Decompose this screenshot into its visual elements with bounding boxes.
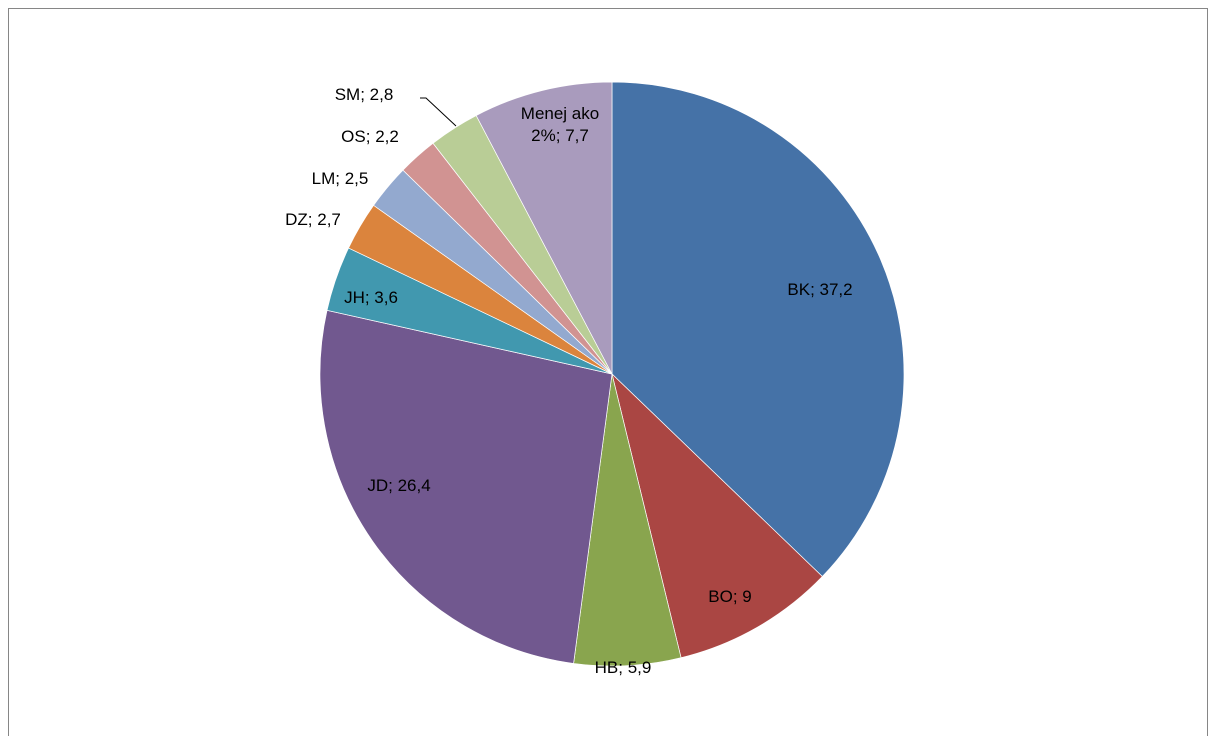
data-label: BO; 9	[685, 567, 775, 627]
separator: ;	[360, 85, 370, 104]
data-label-text: SM; 2,8	[335, 84, 394, 106]
data-label: JH; 3,6	[326, 268, 416, 328]
data-label-box: LM; 2,5	[295, 149, 385, 209]
data-label-text: OS; 2,2	[341, 126, 399, 148]
data-label: HB; 5,9	[578, 638, 668, 698]
separator: ;	[618, 658, 628, 677]
category: BK	[787, 280, 811, 299]
value-label: 2,2	[375, 127, 399, 146]
category: Menej ako 2%	[520, 104, 604, 145]
value-label: 2,5	[344, 169, 369, 188]
value-label: 5,9	[627, 658, 652, 677]
separator: ;	[365, 127, 376, 146]
category: SM	[334, 85, 361, 104]
category: BO	[708, 587, 733, 606]
separator: ;	[364, 288, 375, 307]
data-label-box: OS; 2,2	[325, 107, 415, 167]
category: HB	[594, 658, 619, 677]
pie-slice	[611, 81, 905, 578]
separator: ;	[810, 280, 820, 299]
data-label-text: JD; 26,4	[367, 475, 430, 497]
data-label: JD; 26,4	[339, 456, 459, 516]
data-label: OS; 2,2	[325, 107, 415, 167]
data-label: Menej ako 2%; 7,7	[514, 95, 606, 155]
data-label: BK; 37,2	[750, 260, 890, 320]
data-label-text: BK; 37,2	[787, 279, 852, 301]
data-label-text: HB; 5,9	[595, 657, 652, 679]
pie-slice	[319, 309, 613, 664]
data-label-box: DZ; 2,7	[268, 190, 358, 250]
separator: ;	[335, 169, 345, 188]
value-label: 37,2	[819, 280, 853, 299]
value-label: 2,8	[369, 85, 394, 104]
value-label: 2,7	[317, 210, 341, 229]
data-label: LM; 2,5	[295, 149, 385, 209]
data-label-text: Menej ako 2%; 7,7	[514, 103, 606, 147]
data-label-box: BO; 9	[685, 567, 775, 627]
leader-line	[420, 97, 457, 127]
value-label: 26,4	[397, 476, 431, 495]
data-label: DZ; 2,7	[268, 190, 358, 250]
data-label-box: Menej ako 2%; 7,7	[514, 95, 606, 155]
value-label: 7,7	[565, 126, 589, 145]
data-label-box: BK; 37,2	[750, 260, 890, 320]
data-label-box: SM; 2,8	[319, 65, 409, 125]
separator: ;	[732, 587, 743, 606]
data-label-text: BO; 9	[708, 586, 751, 608]
pie-slice	[611, 372, 823, 659]
data-label-text: LM; 2,5	[312, 168, 369, 190]
value-label: 3,6	[374, 288, 398, 307]
separator: ;	[555, 126, 566, 145]
data-label-text: DZ; 2,7	[285, 209, 341, 231]
data-label-box: JD; 26,4	[339, 456, 459, 516]
category: OS	[341, 127, 366, 146]
data-label-box: JH; 3,6	[326, 268, 416, 328]
data-label: SM; 2,8	[319, 65, 409, 125]
value-label: 9	[742, 587, 752, 606]
pie-slice	[475, 81, 613, 375]
separator: ;	[307, 210, 318, 229]
separator: ;	[388, 476, 398, 495]
category: JH	[344, 288, 365, 307]
category: LM	[311, 169, 336, 188]
category: JD	[367, 476, 389, 495]
category: DZ	[285, 210, 308, 229]
data-label-text: JH; 3,6	[344, 287, 398, 309]
data-label-box: HB; 5,9	[578, 638, 668, 698]
